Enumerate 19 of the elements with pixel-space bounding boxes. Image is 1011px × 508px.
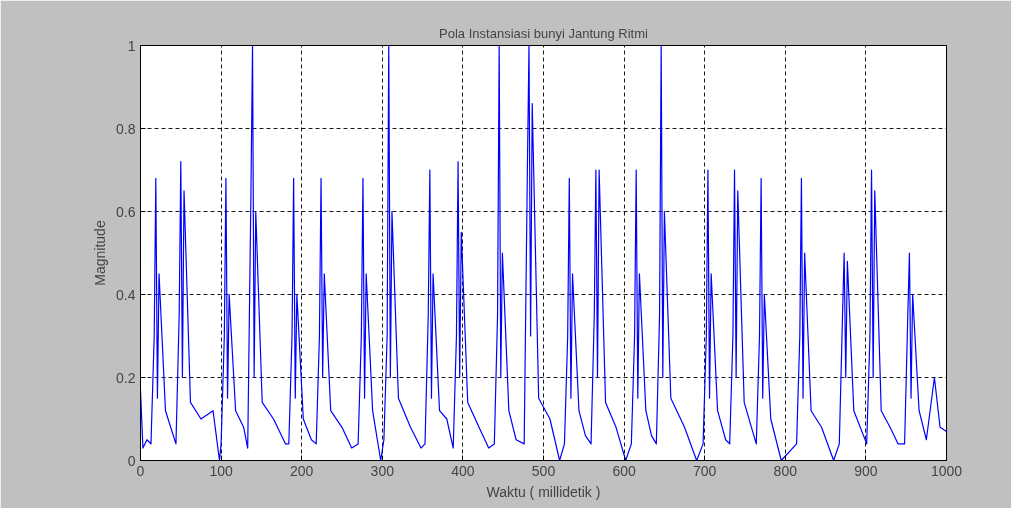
y-tick-label: 0.4 bbox=[116, 286, 136, 303]
x-tick-label: 700 bbox=[693, 462, 717, 479]
x-axis-title: Waktu ( millidetik ) bbox=[486, 483, 601, 500]
x-tick-label: 500 bbox=[531, 462, 556, 479]
chart-title: Pola Instansiasi bunyi Jantung Ritmi bbox=[439, 25, 649, 41]
y-tick-label: 0.8 bbox=[116, 120, 136, 137]
x-tick-label: 1000 bbox=[930, 462, 963, 479]
y-axis-title: Magnitude bbox=[92, 220, 109, 286]
x-tick-label: 200 bbox=[290, 462, 314, 479]
x-tick-label: 400 bbox=[451, 462, 475, 479]
y-tick-label: 0.2 bbox=[116, 369, 136, 386]
x-tick-label: 100 bbox=[209, 462, 233, 479]
x-tick-label: 900 bbox=[854, 462, 878, 479]
y-tick-label: 0.6 bbox=[116, 203, 136, 220]
x-tick-label: 800 bbox=[773, 462, 798, 479]
line-series bbox=[140, 45, 947, 461]
y-tick-label: 1 bbox=[127, 37, 136, 54]
x-tick-label: 600 bbox=[612, 462, 636, 479]
x-tick-label: 300 bbox=[370, 462, 395, 479]
